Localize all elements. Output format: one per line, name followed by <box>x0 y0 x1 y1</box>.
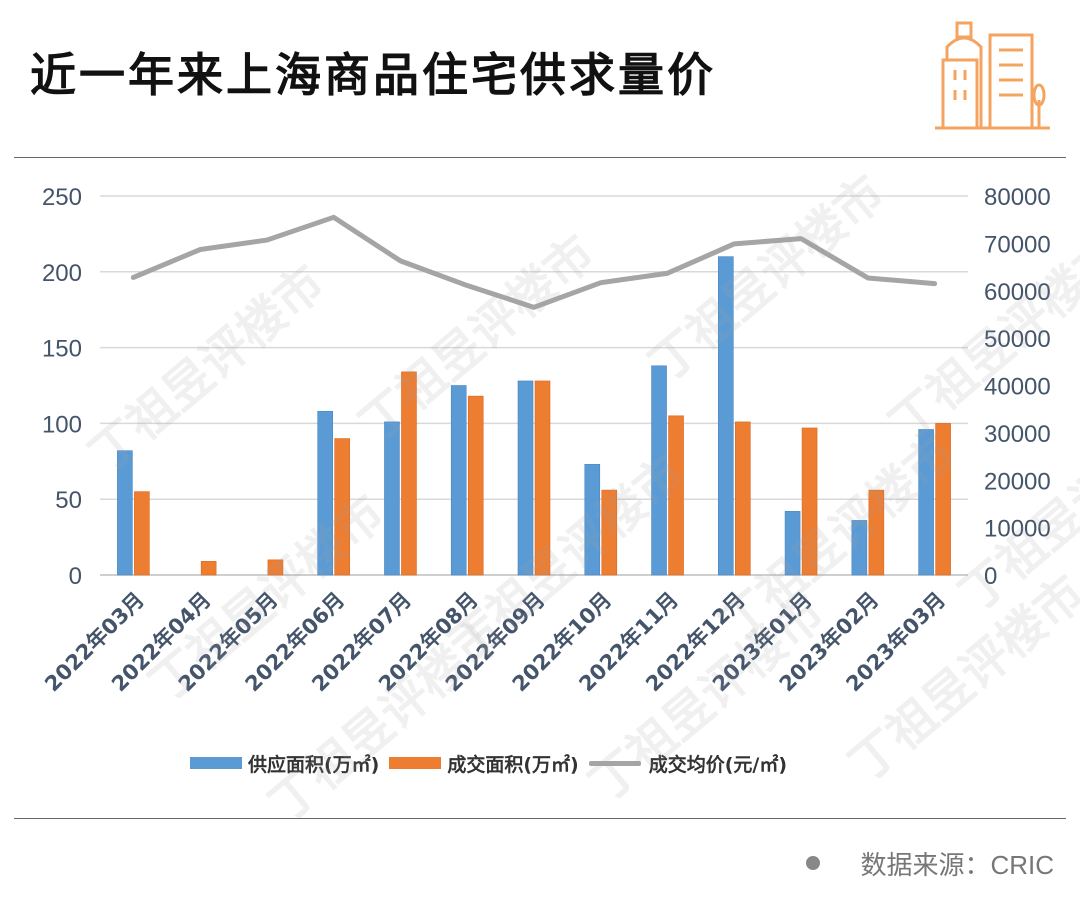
bar-deal <box>534 380 551 576</box>
y-left-tick-label: 100 <box>42 411 82 438</box>
bar-deal <box>467 395 484 576</box>
y-left-tick-label: 0 <box>69 563 82 590</box>
y-right-tick-label: 80000 <box>984 184 1051 211</box>
bar-deal <box>267 559 284 576</box>
bar-deal <box>134 491 150 576</box>
dot-icon <box>806 856 821 870</box>
bar-deal <box>401 371 417 576</box>
source-note: 数据来源：CRIC <box>806 843 1054 883</box>
bar-supply <box>117 450 133 576</box>
bar-supply <box>384 421 400 576</box>
bottom-divider <box>14 818 1066 819</box>
legend-label-deal: 成交面积(万㎡) <box>447 753 579 776</box>
y-left-tick-label: 50 <box>55 487 82 514</box>
y-left-tick-label: 250 <box>42 184 82 211</box>
y-right-tick-label: 50000 <box>984 326 1051 353</box>
y-right-tick-label: 20000 <box>984 468 1051 495</box>
y-right-tick-label: 30000 <box>984 421 1051 448</box>
legend-swatch-price <box>588 760 641 766</box>
legend-swatch-supply <box>190 757 242 769</box>
legend-label-supply: 供应面积(万㎡) <box>248 753 380 776</box>
legend-item-deal: 成交面积(万㎡) <box>389 750 579 777</box>
bar-deal <box>668 415 684 576</box>
y-left-tick-label: 150 <box>42 336 82 363</box>
line-price <box>130 214 938 310</box>
y-left-tick-label: 200 <box>42 260 82 287</box>
bar-supply <box>718 256 734 576</box>
y-right-tick-label: 60000 <box>984 279 1051 306</box>
legend-item-supply: 供应面积(万㎡) <box>190 750 379 777</box>
bar-supply <box>450 385 467 576</box>
buildings-icon <box>935 15 1050 133</box>
bar-deal <box>601 489 618 576</box>
y-right-tick-label: 70000 <box>984 231 1051 258</box>
bar-deal <box>935 423 951 576</box>
top-divider <box>14 157 1066 158</box>
bar-deal <box>868 489 885 576</box>
bar-supply <box>651 365 667 576</box>
bar-supply <box>317 410 333 576</box>
page-title: 近一年来上海商品住宅供求量价 <box>30 48 716 102</box>
legend-swatch-deal <box>389 757 442 769</box>
chart-legend: 供应面积(万㎡) 成交面积(万㎡) 成交均价(元/㎡) <box>190 748 797 778</box>
y-right-tick-label: 40000 <box>984 374 1051 401</box>
y-right-tick-label: 10000 <box>984 516 1051 543</box>
bar-supply <box>851 520 868 576</box>
bar-deal <box>801 427 818 576</box>
bar-deal <box>735 421 751 576</box>
bar-deal <box>334 438 350 576</box>
bar-supply <box>784 511 801 576</box>
bar-supply <box>918 429 934 576</box>
legend-item-price: 成交均价(元/㎡) <box>588 750 788 777</box>
y-right-tick-label: 0 <box>984 563 997 590</box>
bar-deal <box>200 561 217 576</box>
legend-label-price: 成交均价(元/㎡) <box>648 753 788 776</box>
source-text: 数据来源：CRIC <box>860 849 1054 880</box>
bar-supply <box>584 464 601 576</box>
bar-supply <box>517 380 534 576</box>
combo-chart: 0 50 100 150 200 250 0 10000 20000 30000 40000 5000… <box>40 184 1051 696</box>
